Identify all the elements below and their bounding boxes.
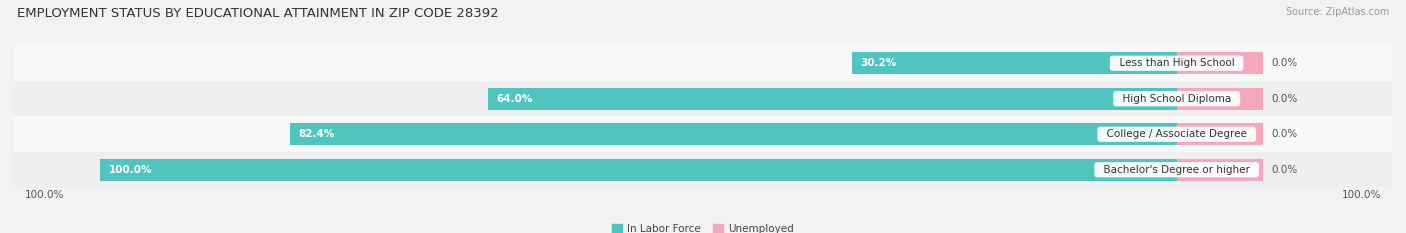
Text: 100.0%: 100.0% xyxy=(25,190,65,200)
Text: Source: ZipAtlas.com: Source: ZipAtlas.com xyxy=(1285,7,1389,17)
Bar xyxy=(14,116,1392,152)
Text: High School Diploma: High School Diploma xyxy=(1116,94,1237,104)
Text: 82.4%: 82.4% xyxy=(298,129,335,139)
Bar xyxy=(14,45,1392,81)
Bar xyxy=(1177,88,1263,110)
Bar xyxy=(852,52,1177,74)
Bar xyxy=(488,88,1177,110)
Legend: In Labor Force, Unemployed: In Labor Force, Unemployed xyxy=(609,220,797,233)
Bar xyxy=(14,81,1392,116)
Text: 0.0%: 0.0% xyxy=(1271,129,1298,139)
Text: 0.0%: 0.0% xyxy=(1271,165,1298,175)
Text: College / Associate Degree: College / Associate Degree xyxy=(1099,129,1253,139)
Text: Less than High School: Less than High School xyxy=(1112,58,1240,68)
Bar xyxy=(290,123,1177,145)
Text: EMPLOYMENT STATUS BY EDUCATIONAL ATTAINMENT IN ZIP CODE 28392: EMPLOYMENT STATUS BY EDUCATIONAL ATTAINM… xyxy=(17,7,499,20)
Text: 64.0%: 64.0% xyxy=(496,94,533,104)
Text: 100.0%: 100.0% xyxy=(1341,190,1381,200)
Bar xyxy=(14,152,1392,188)
Bar xyxy=(1177,123,1263,145)
Text: 0.0%: 0.0% xyxy=(1271,58,1298,68)
Bar xyxy=(1177,52,1263,74)
Text: Bachelor's Degree or higher: Bachelor's Degree or higher xyxy=(1097,165,1257,175)
Text: 0.0%: 0.0% xyxy=(1271,94,1298,104)
Text: 30.2%: 30.2% xyxy=(860,58,897,68)
Bar xyxy=(1177,159,1263,181)
Text: 100.0%: 100.0% xyxy=(108,165,152,175)
Bar xyxy=(100,159,1177,181)
